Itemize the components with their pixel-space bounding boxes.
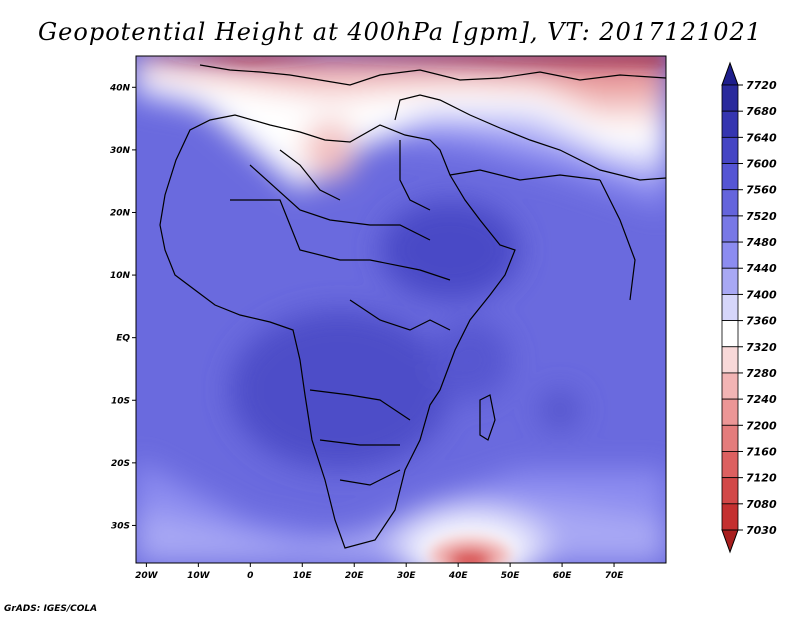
colorbar-label: 7320 bbox=[746, 341, 777, 354]
colorbar-swatch bbox=[721, 503, 739, 531]
colorbar-swatch bbox=[721, 163, 739, 191]
colorbar-label: 7680 bbox=[746, 105, 777, 118]
colorbar-swatch bbox=[721, 136, 739, 164]
colorbar-label: 7240 bbox=[746, 393, 777, 406]
colorbar-swatch bbox=[721, 477, 739, 505]
colorbar-label: 7080 bbox=[746, 498, 777, 511]
colorbar-swatch bbox=[721, 398, 739, 426]
colorbar-swatch bbox=[721, 215, 739, 243]
colorbar-label: 7360 bbox=[746, 315, 777, 328]
y-tick-label: EQ bbox=[116, 334, 130, 344]
colorbar-label: 7400 bbox=[746, 288, 777, 301]
colorbar-swatch bbox=[721, 346, 739, 374]
colorbar-label: 7200 bbox=[746, 419, 777, 432]
colorbar-swatch bbox=[721, 451, 739, 479]
colorbar-swatch bbox=[721, 110, 739, 138]
y-tick-label: 20N bbox=[110, 208, 131, 218]
x-tick-label: 50E bbox=[501, 571, 521, 581]
colorbar-swatch bbox=[721, 372, 739, 400]
y-tick-label: 20S bbox=[111, 459, 130, 469]
colorbar-extend-bottom bbox=[721, 529, 739, 554]
x-tick-label: 30E bbox=[397, 571, 417, 581]
x-tick-label: 10E bbox=[293, 571, 313, 581]
plot-frame bbox=[135, 55, 667, 564]
colorbar-label: 7560 bbox=[746, 184, 777, 197]
y-axis: 40N 30N 20N 10N EQ 10S 20S 30S bbox=[109, 83, 136, 531]
x-tick-label: 0 bbox=[247, 571, 253, 581]
x-tick-label: 20W bbox=[135, 571, 159, 581]
grads-credit: GrADS: IGES/COLA bbox=[4, 604, 98, 614]
colorbar-label: 7600 bbox=[746, 158, 777, 171]
colorbar-swatch bbox=[721, 424, 739, 452]
y-tick-label: 40N bbox=[109, 83, 131, 93]
y-tick-label: 10N bbox=[110, 271, 131, 281]
colorbar-swatch bbox=[721, 320, 739, 348]
colorbar-label: 7480 bbox=[746, 236, 777, 249]
height-field bbox=[136, 56, 666, 563]
colorbar-swatch bbox=[721, 189, 739, 217]
colorbar-label: 7160 bbox=[746, 445, 777, 458]
coastlines bbox=[159, 64, 666, 549]
colorbar-swatch bbox=[721, 294, 739, 321]
colorbar-label: 7520 bbox=[746, 210, 777, 223]
colorbar-extend-top bbox=[721, 61, 739, 86]
colorbar-swatch bbox=[721, 84, 739, 112]
y-tick-label: 30N bbox=[110, 146, 131, 156]
colorbar-label: 7720 bbox=[746, 79, 777, 92]
y-tick-label: 10S bbox=[111, 396, 130, 406]
colorbar-label: 7120 bbox=[746, 472, 777, 485]
colorbar-label: 7440 bbox=[746, 262, 777, 275]
colorbar-label: 7640 bbox=[746, 131, 777, 144]
map-title: Geopotential Height at 400hPa [gpm], VT:… bbox=[38, 18, 762, 46]
colorbar: 7720 7680 7640 7600 7560 7520 7480 7440 7400 7360… bbox=[721, 61, 777, 554]
colorbar-label: 7030 bbox=[746, 524, 777, 537]
colorbar-swatch bbox=[721, 241, 739, 269]
x-tick-label: 70E bbox=[605, 571, 625, 581]
x-tick-label: 40E bbox=[448, 571, 469, 581]
x-tick-label: 60E bbox=[553, 571, 573, 581]
colorbar-label: 7280 bbox=[746, 367, 777, 380]
x-tick-label: 10W bbox=[187, 571, 211, 581]
colorbar-swatch bbox=[721, 267, 739, 295]
x-tick-label: 20E bbox=[345, 571, 365, 581]
y-tick-label: 30S bbox=[111, 521, 130, 531]
x-axis: 20W 10W 0 10E 20E 30E 40E 50E 60E 70E bbox=[135, 563, 624, 581]
